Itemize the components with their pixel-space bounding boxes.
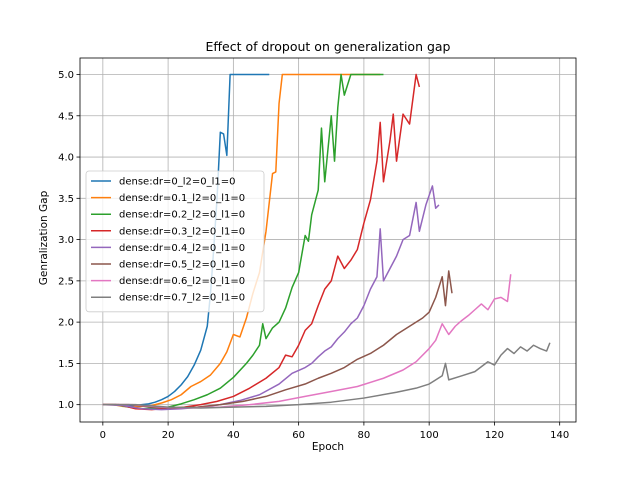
series-line-2 xyxy=(102,73,384,410)
chart-title: Effect of dropout on generalization gap xyxy=(206,39,451,54)
legend-entry: dense:dr=0.5_l2=0_l1=0 xyxy=(119,260,245,271)
legend-box xyxy=(85,170,265,313)
legend-entry: dense:dr=0.3_l2=0_l1=0 xyxy=(119,226,245,237)
y-tick-label: 2.5 xyxy=(58,276,74,287)
x-axis-label: Epoch xyxy=(312,441,344,453)
x-tick-label: 100 xyxy=(420,430,439,441)
x-tick-label: 0 xyxy=(100,430,106,441)
x-tick-label: 40 xyxy=(227,430,240,441)
series-line-6 xyxy=(102,274,512,409)
y-tick-label: 4.0 xyxy=(58,153,74,164)
legend-entry: dense:dr=0.1_l2=0_l1=0 xyxy=(119,193,245,204)
x-tick-label: 80 xyxy=(358,430,371,441)
y-tick-label: 1.5 xyxy=(58,359,74,370)
x-tick-label: 20 xyxy=(162,430,175,441)
y-tick-label: 4.5 xyxy=(58,111,74,122)
plot-frame xyxy=(79,57,577,423)
y-tick-label: 2.0 xyxy=(58,318,74,329)
series-line-3 xyxy=(102,73,421,411)
legend: dense:dr=0_l2=0_l1=0 dense:dr=0.1_l2=0_l1… xyxy=(85,170,265,313)
y-tick-label: 3.5 xyxy=(58,194,74,205)
legend-entry: dense:dr=0.6_l2=0_l1=0 xyxy=(119,276,245,287)
legend-entry: dense:dr=0.7_l2=0_l1=0 xyxy=(119,293,245,304)
x-tick-label: 120 xyxy=(485,430,504,441)
y-tick-label: 5.0 xyxy=(58,70,74,81)
axis-ticks: 0 20 40 60 80 100 120 140 1.0 1.5 2.0 2.5 3.0 3.5 4.0 4… xyxy=(58,70,569,441)
x-tick-label: 60 xyxy=(292,430,305,441)
series-group xyxy=(102,73,551,411)
series-line-0 xyxy=(102,73,270,408)
y-axis-label: Genralization Gap xyxy=(38,190,50,285)
legend-entry: dense:dr=0.4_l2=0_l1=0 xyxy=(119,243,245,254)
y-tick-label: 3.0 xyxy=(58,235,74,246)
x-tick-label: 140 xyxy=(550,430,569,441)
legend-entry: dense:dr=0_l2=0_l1=0 xyxy=(119,177,236,188)
y-tick-label: 1.0 xyxy=(58,400,74,411)
series-line-7 xyxy=(102,342,551,409)
legend-entry: dense:dr=0.2_l2=0_l1=0 xyxy=(119,210,245,221)
